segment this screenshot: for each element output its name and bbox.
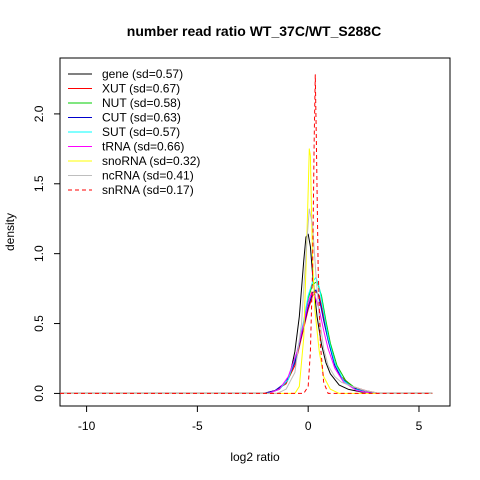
y-axis: 0.0 0.5 1.0 1.5 2.0 [32, 105, 61, 402]
x-axis-label: log2 ratio [230, 450, 280, 464]
y-tick-label: 1.0 [32, 245, 46, 262]
chart-title: number read ratio WT_37C/WT_S288C [127, 23, 381, 39]
x-axis: -10 -5 0 5 [78, 405, 423, 433]
legend-label: CUT (sd=0.63) [102, 111, 181, 125]
legend-label: snoRNA (sd=0.32) [102, 154, 200, 168]
x-tick-label: 5 [416, 419, 423, 433]
legend-label: snRNA (sd=0.17) [102, 183, 194, 197]
series-line-8 [60, 74, 433, 394]
legend-label: NUT (sd=0.58) [102, 96, 181, 110]
series-layer [60, 74, 433, 394]
legend-label: gene (sd=0.57) [102, 67, 183, 81]
y-tick-label: 1.5 [32, 175, 46, 192]
legend-label: SUT (sd=0.57) [102, 125, 180, 139]
legend: gene (sd=0.57)XUT (sd=0.67)NUT (sd=0.58)… [68, 67, 200, 197]
legend-label: ncRNA (sd=0.41) [102, 169, 194, 183]
y-tick-label: 2.0 [32, 105, 46, 122]
x-tick-label: -10 [78, 419, 96, 433]
y-tick-label: 0.0 [32, 385, 46, 402]
x-tick-label: 0 [305, 419, 312, 433]
series-line-7 [60, 208, 433, 394]
y-tick-label: 0.5 [32, 315, 46, 332]
legend-label: tRNA (sd=0.66) [102, 140, 184, 154]
series-line-6 [60, 148, 433, 394]
legend-label: XUT (sd=0.67) [102, 82, 180, 96]
x-tick-label: -5 [192, 419, 203, 433]
y-axis-label: density [3, 213, 17, 251]
